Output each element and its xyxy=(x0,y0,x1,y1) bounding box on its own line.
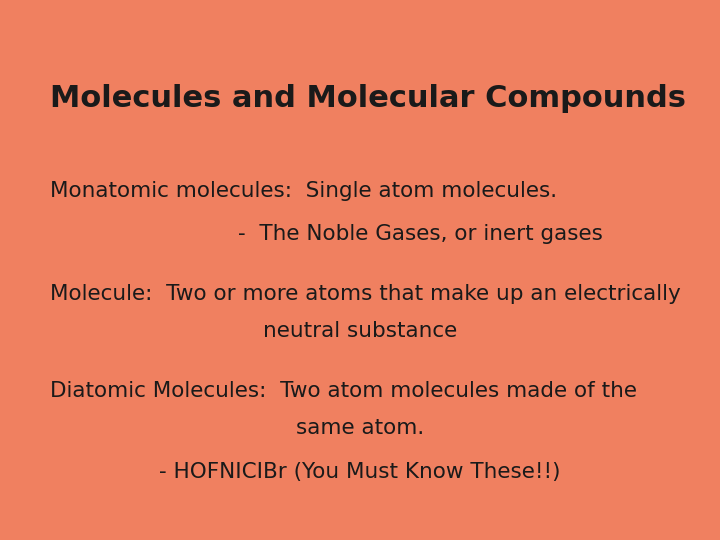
Text: same atom.: same atom. xyxy=(296,418,424,438)
Text: Molecules and Molecular Compounds: Molecules and Molecular Compounds xyxy=(50,84,686,113)
Text: -  The Noble Gases, or inert gases: - The Noble Gases, or inert gases xyxy=(238,224,603,244)
Text: Diatomic Molecules:  Two atom molecules made of the: Diatomic Molecules: Two atom molecules m… xyxy=(50,381,637,401)
Text: neutral substance: neutral substance xyxy=(263,321,457,341)
Text: - HOFNICIBr (You Must Know These!!): - HOFNICIBr (You Must Know These!!) xyxy=(159,462,561,482)
Text: Monatomic molecules:  Single atom molecules.: Monatomic molecules: Single atom molecul… xyxy=(50,181,557,201)
Text: Molecule:  Two or more atoms that make up an electrically: Molecule: Two or more atoms that make up… xyxy=(50,284,681,303)
